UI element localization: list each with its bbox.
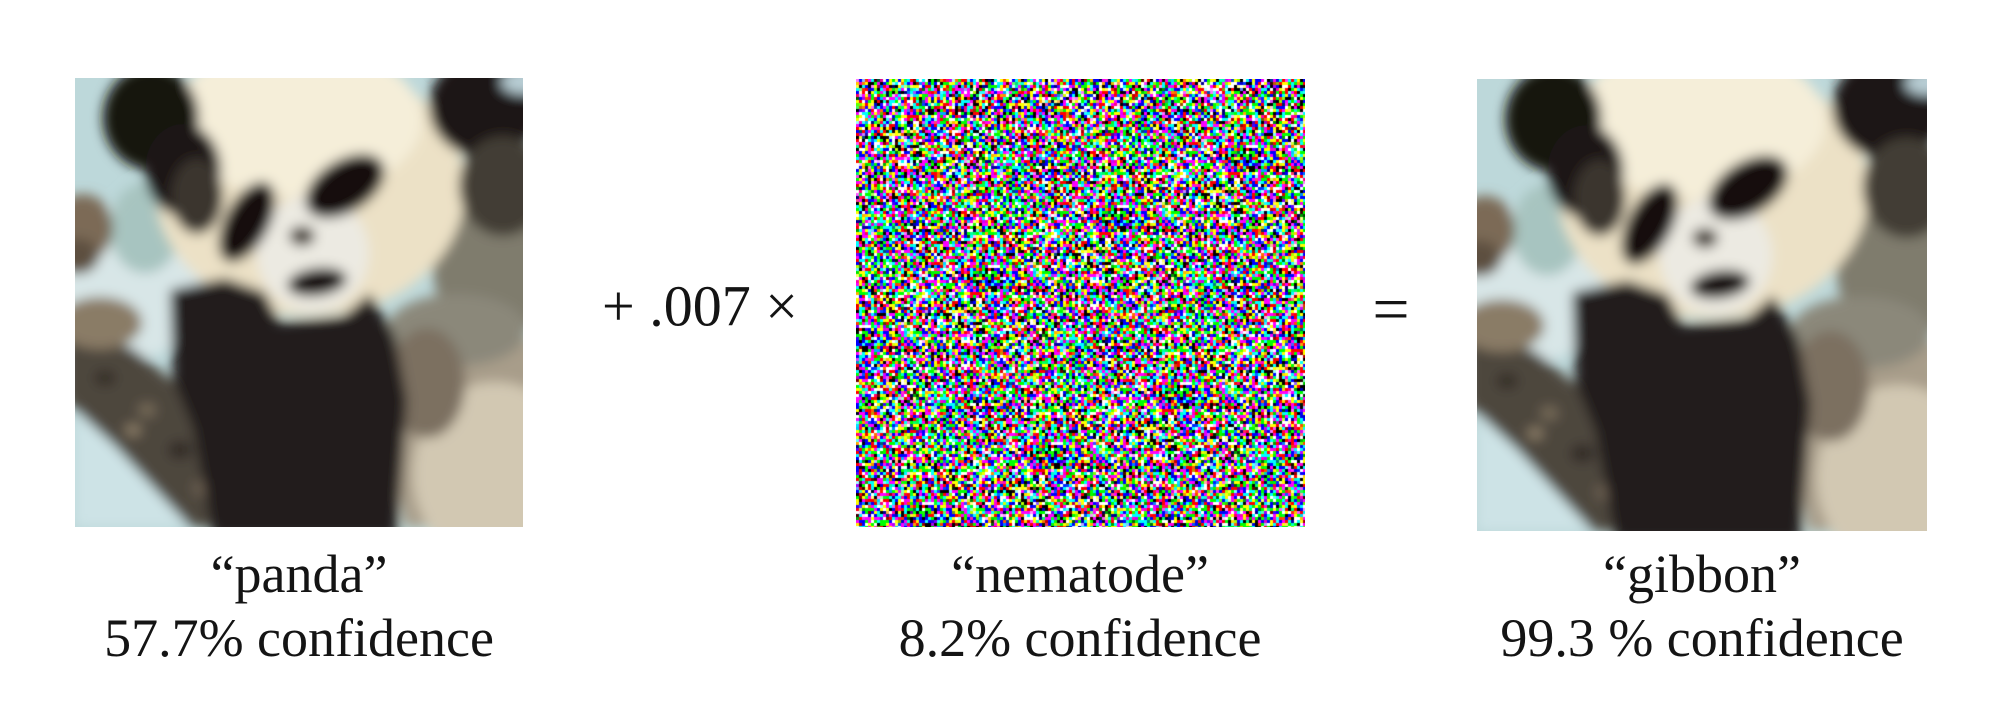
panda-photo-art bbox=[1477, 79, 1927, 531]
confidence-value: 99.3 % confidence bbox=[1500, 608, 1904, 668]
plus-epsilon-operator: + .007 × bbox=[602, 273, 798, 339]
original-panda-image bbox=[75, 78, 523, 527]
panda-photo-art bbox=[75, 78, 523, 527]
predicted-class-label: “panda” bbox=[210, 544, 388, 604]
caption-perturbation: “nematode” 8.2% confidence bbox=[770, 542, 1390, 670]
confidence-value: 57.7% confidence bbox=[104, 608, 494, 668]
perturbation-noise-image bbox=[856, 79, 1305, 527]
equals-operator: = bbox=[1372, 273, 1410, 346]
confidence-value: 8.2% confidence bbox=[898, 608, 1262, 668]
adversarial-panda-image bbox=[1477, 79, 1927, 531]
caption-adversarial: “gibbon” 99.3 % confidence bbox=[1392, 542, 1999, 670]
noise-canvas bbox=[856, 79, 1305, 527]
caption-original: “panda” 57.7% confidence bbox=[0, 542, 609, 670]
predicted-class-label: “nematode” bbox=[951, 544, 1209, 604]
predicted-class-label: “gibbon” bbox=[1603, 544, 1801, 604]
